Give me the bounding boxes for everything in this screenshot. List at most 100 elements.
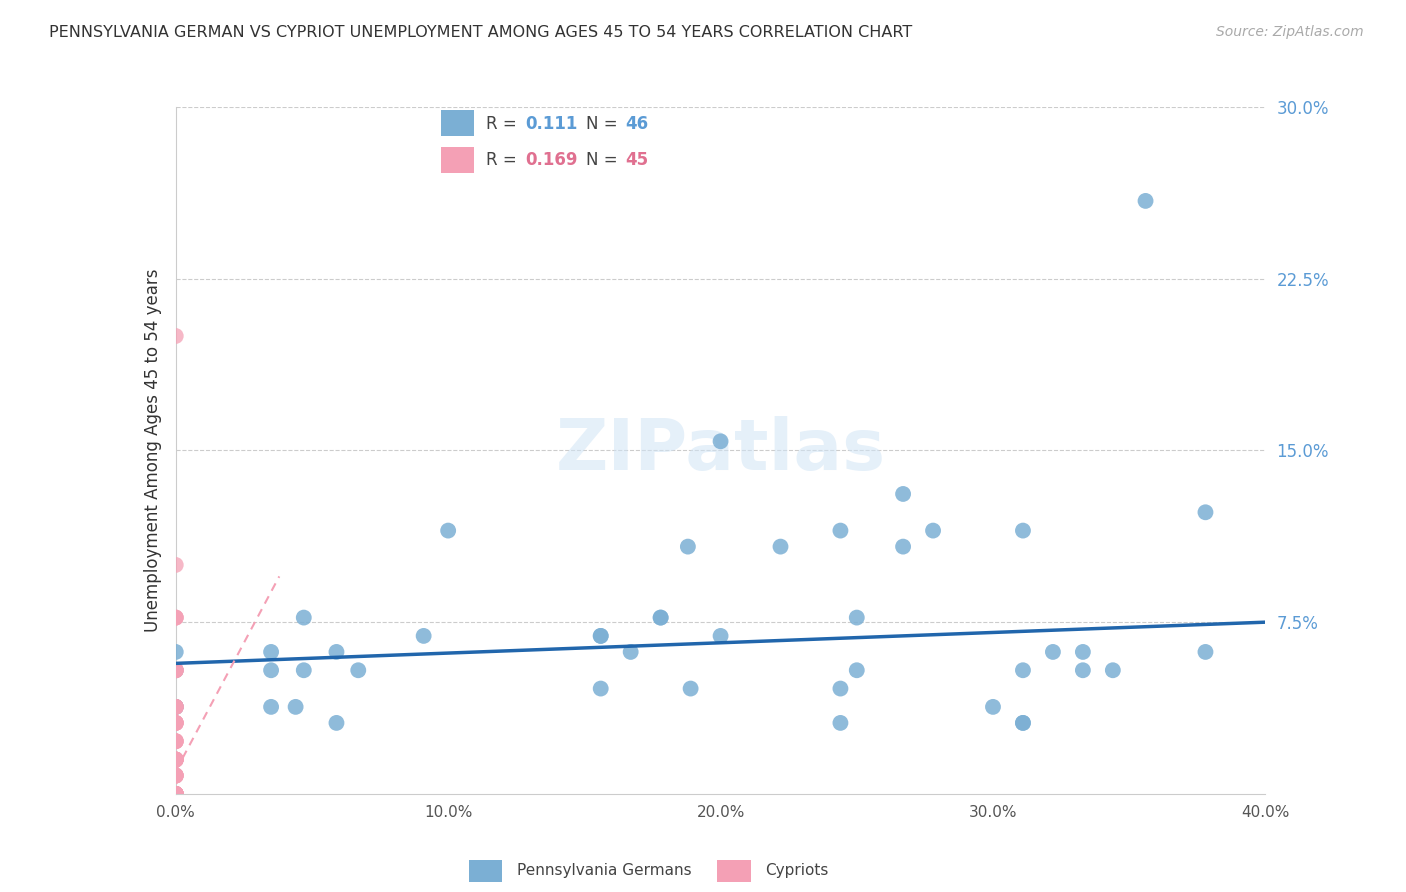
Point [165, 787, 187, 801]
Point [165, 734, 187, 748]
Point [1012, 663, 1035, 677]
Point [1071, 663, 1094, 677]
Point [437, 524, 460, 538]
Point [325, 715, 347, 730]
Point [679, 681, 702, 696]
Point [165, 787, 187, 801]
FancyBboxPatch shape [717, 861, 751, 882]
Point [165, 699, 187, 714]
FancyBboxPatch shape [441, 147, 474, 173]
Point [650, 610, 672, 624]
Point [676, 540, 699, 554]
Point [1194, 505, 1216, 519]
Point [165, 715, 187, 730]
Point [165, 699, 187, 714]
Point [165, 610, 187, 624]
Point [1012, 715, 1035, 730]
Point [165, 645, 187, 659]
Point [1012, 524, 1035, 538]
Point [845, 663, 868, 677]
Point [891, 487, 914, 501]
Point [710, 629, 733, 643]
Point [1071, 645, 1094, 659]
Point [165, 663, 187, 677]
Point [165, 768, 187, 782]
Point [165, 768, 187, 782]
Point [165, 787, 187, 801]
Point [165, 699, 187, 714]
Point [347, 663, 370, 677]
Point [165, 699, 187, 714]
Point [165, 734, 187, 748]
Point [165, 787, 187, 801]
FancyBboxPatch shape [468, 861, 502, 882]
Point [165, 734, 187, 748]
Point [981, 699, 1004, 714]
Text: Source: ZipAtlas.com: Source: ZipAtlas.com [1216, 25, 1364, 39]
Point [922, 524, 945, 538]
Point [165, 787, 187, 801]
Point [165, 787, 187, 801]
Point [620, 645, 643, 659]
Point [830, 524, 852, 538]
FancyBboxPatch shape [441, 111, 474, 136]
Point [830, 681, 852, 696]
Point [165, 610, 187, 624]
Point [1135, 194, 1157, 208]
Point [165, 753, 187, 767]
Text: N =: N = [586, 115, 623, 133]
Point [1042, 645, 1064, 659]
Point [589, 629, 612, 643]
Point [650, 610, 672, 624]
Point [165, 787, 187, 801]
Text: R =: R = [486, 115, 522, 133]
Point [260, 663, 283, 677]
Point [589, 681, 612, 696]
Point [165, 753, 187, 767]
Point [165, 787, 187, 801]
Text: 0.169: 0.169 [526, 151, 578, 169]
Point [412, 629, 434, 643]
Point [165, 663, 187, 677]
Text: Pennsylvania Germans: Pennsylvania Germans [516, 863, 692, 878]
Point [165, 663, 187, 677]
Point [292, 663, 315, 677]
Point [165, 753, 187, 767]
Text: N =: N = [586, 151, 623, 169]
Point [165, 715, 187, 730]
Text: 0.111: 0.111 [526, 115, 578, 133]
Point [165, 753, 187, 767]
Point [165, 663, 187, 677]
Point [1194, 645, 1216, 659]
Point [165, 699, 187, 714]
Point [165, 753, 187, 767]
Point [891, 540, 914, 554]
Point [165, 329, 187, 343]
Point [165, 715, 187, 730]
Point [845, 610, 868, 624]
Point [165, 787, 187, 801]
Point [830, 715, 852, 730]
Point [165, 663, 187, 677]
Point [589, 629, 612, 643]
Text: Cypriots: Cypriots [765, 863, 828, 878]
Point [165, 768, 187, 782]
Point [165, 768, 187, 782]
Text: R =: R = [486, 151, 522, 169]
Point [165, 715, 187, 730]
Text: 46: 46 [626, 115, 648, 133]
Point [1012, 715, 1035, 730]
Point [260, 645, 283, 659]
Point [165, 699, 187, 714]
Point [260, 699, 283, 714]
Text: PENNSYLVANIA GERMAN VS CYPRIOT UNEMPLOYMENT AMONG AGES 45 TO 54 YEARS CORRELATIO: PENNSYLVANIA GERMAN VS CYPRIOT UNEMPLOYM… [49, 25, 912, 40]
Y-axis label: Unemployment Among Ages 45 to 54 years: Unemployment Among Ages 45 to 54 years [143, 268, 162, 632]
Text: ZIPatlas: ZIPatlas [555, 416, 886, 485]
Point [165, 753, 187, 767]
Point [165, 787, 187, 801]
Point [165, 734, 187, 748]
Text: 45: 45 [626, 151, 648, 169]
Point [165, 715, 187, 730]
Point [769, 540, 792, 554]
Point [292, 610, 315, 624]
